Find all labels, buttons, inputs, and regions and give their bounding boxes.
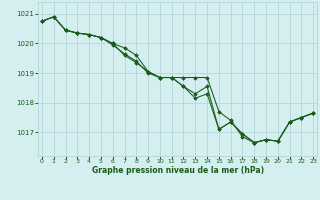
X-axis label: Graphe pression niveau de la mer (hPa): Graphe pression niveau de la mer (hPa)	[92, 166, 264, 175]
